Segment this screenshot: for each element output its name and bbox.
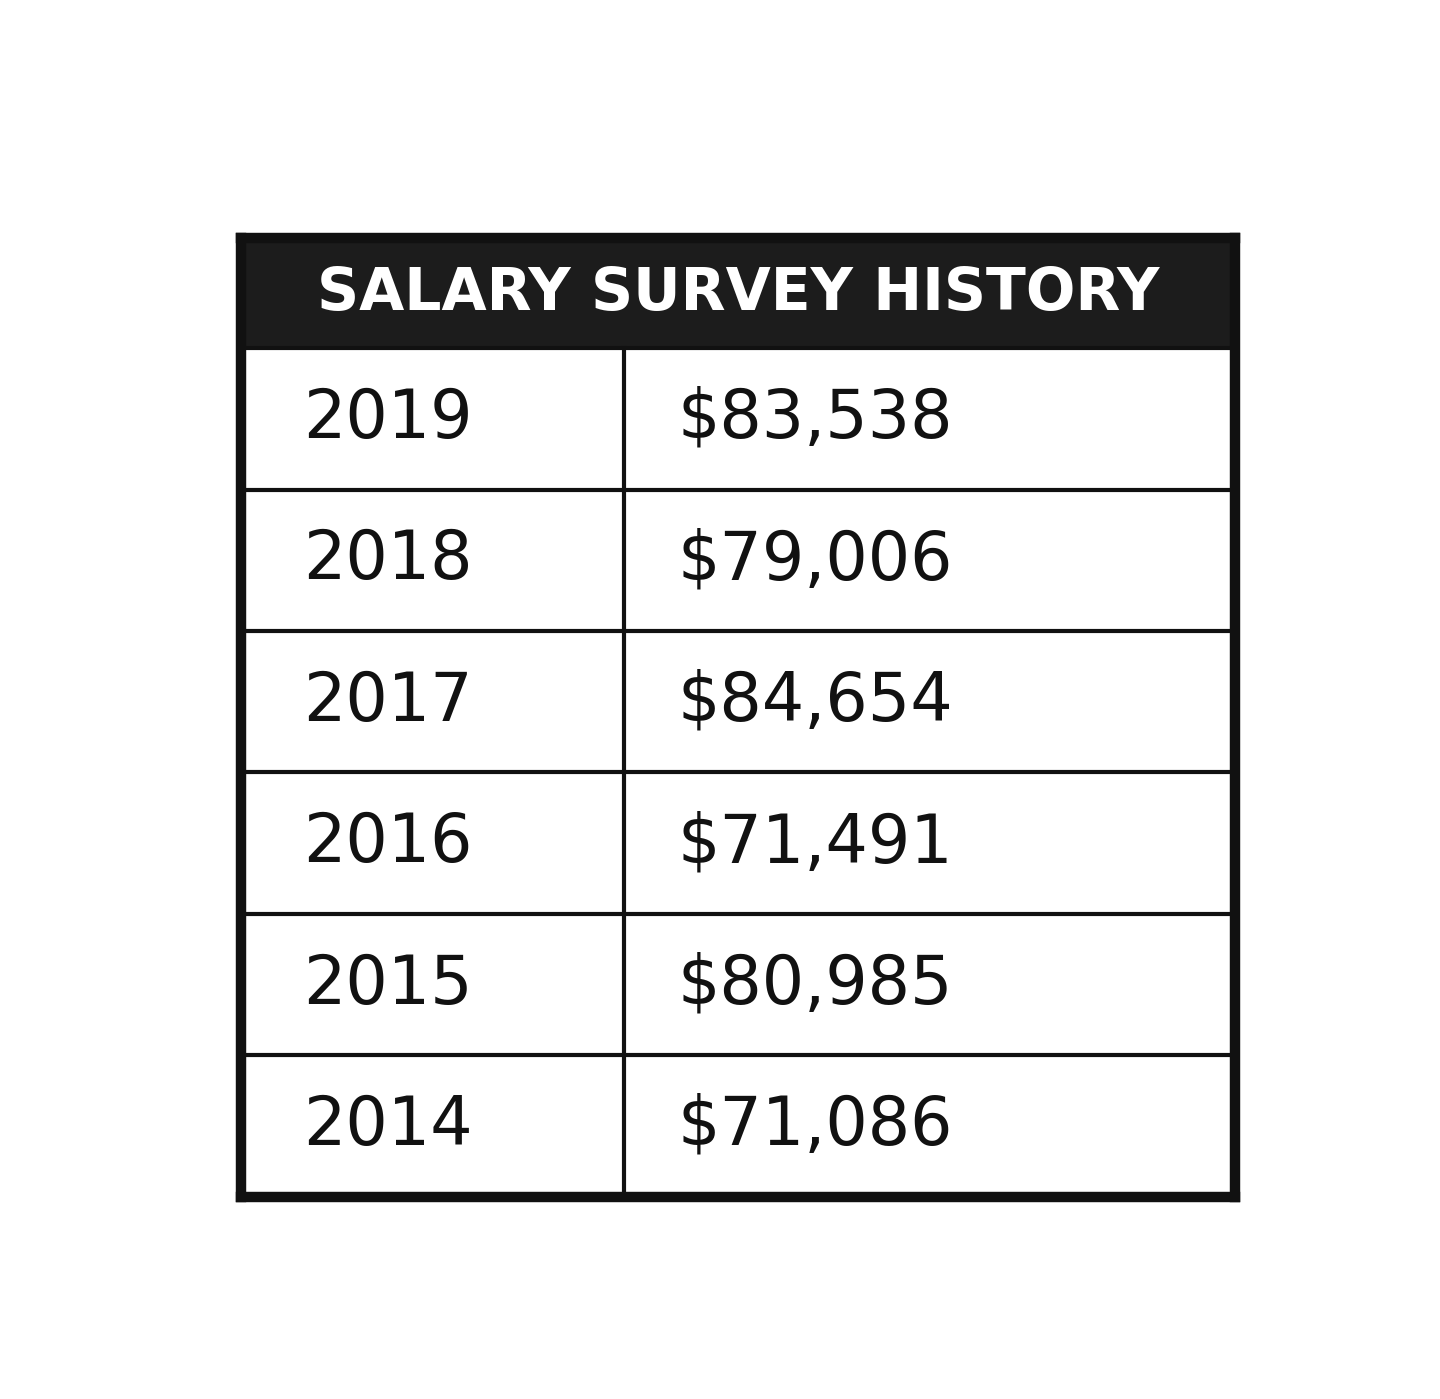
Text: 2014: 2014 [302, 1093, 472, 1158]
Text: $71,491: $71,491 [677, 810, 953, 876]
Bar [242, 490, 624, 631]
Bar [242, 1055, 624, 1196]
Bar [624, 914, 1234, 1055]
Text: $83,538: $83,538 [677, 386, 953, 452]
Text: 2019: 2019 [302, 386, 472, 452]
Bar [242, 348, 624, 490]
Text: 2016: 2016 [302, 810, 472, 876]
Bar [624, 348, 1234, 490]
Bar [624, 631, 1234, 772]
Bar [242, 772, 624, 914]
Text: $84,654: $84,654 [677, 669, 953, 734]
Text: 2015: 2015 [302, 951, 472, 1017]
Bar [624, 490, 1234, 631]
Text: 2018: 2018 [302, 527, 472, 593]
Bar [624, 772, 1234, 914]
Text: SALARY SURVEY HISTORY: SALARY SURVEY HISTORY [317, 264, 1159, 322]
Text: $71,086: $71,086 [677, 1093, 953, 1158]
Text: $79,006: $79,006 [677, 527, 953, 593]
Bar [242, 914, 624, 1055]
Bar [242, 631, 624, 772]
Bar [624, 1055, 1234, 1196]
Text: $80,985: $80,985 [677, 951, 953, 1017]
Text: 2017: 2017 [302, 669, 472, 734]
Bar [242, 238, 1234, 348]
